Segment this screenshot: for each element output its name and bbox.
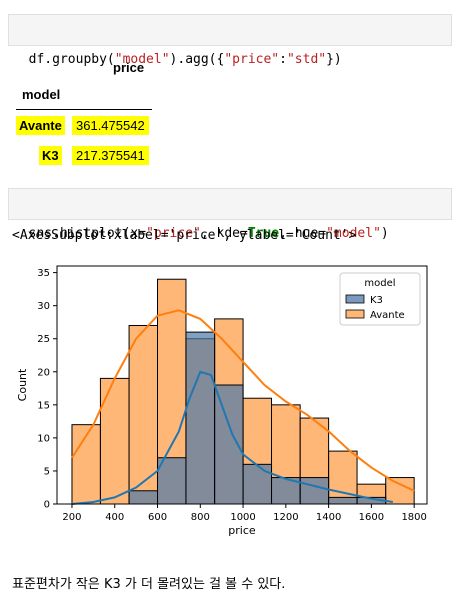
bar-k3 [128,490,159,505]
x-tick-label: 200 [62,512,81,523]
code-token: : [279,52,287,67]
code-line: df.groupby("model").agg({"price":"std"}) [29,52,342,67]
bar-avante [328,450,358,505]
code-token: "std" [286,52,327,67]
y-axis-label: Count [16,368,29,401]
y-tick-label: 5 [44,466,50,477]
x-tick-label: 1600 [359,512,384,523]
code-token: sns.histplot(x= [28,226,147,241]
column-header-price: price [113,60,145,75]
histogram-chart: 200 400 600 800 1000 1200 1400 1600 1800 0 5 10 15 20… [16,265,428,537]
row-value-k3: 217.375541 [72,146,149,165]
x-tick-label: 400 [105,512,124,523]
x-tick-label: 1000 [230,512,255,523]
y-tick-label: 20 [37,367,50,378]
row-label-k3: K3 [39,146,62,165]
code-token: }) [326,52,342,67]
axes-frame [56,265,428,505]
x-tick-label: 1800 [401,512,426,523]
kde-line-avante [71,309,415,492]
y-tick-label: 30 [37,301,50,312]
legend-swatch-k3 [345,294,365,304]
row-label-avante: Avante [16,116,65,135]
code-token: "model" [114,52,170,67]
y-tick-label: 25 [37,334,50,345]
bar-k3 [328,496,358,505]
bar-avante [71,424,101,505]
code-token: ).agg({ [169,52,225,67]
code-token: True [247,226,280,241]
x-tick-label: 1200 [273,512,298,523]
code-line: sns.histplot(x="price", kde=True, hue="m… [29,226,389,241]
legend-swatch-avante [345,309,365,319]
kde-line-k3 [71,370,393,505]
header-divider [16,109,152,110]
legend-label-avante: Avante [370,310,405,321]
code-token: "price" [224,52,280,67]
legend-title: model [364,278,395,289]
code-token: , kde= [200,226,248,241]
y-tick-label: 35 [37,268,50,279]
y-tick-label: 15 [37,400,50,411]
y-tick-label: 10 [37,433,50,444]
x-axis-label: price [228,524,256,537]
y-tick-label: 0 [44,500,50,511]
row-value-avante: 361.475542 [72,116,149,135]
bar-k3 [299,477,330,505]
code-cell-groupby[interactable]: df.groupby("model").agg({"price":"std"}) [8,14,452,67]
bar-avante [385,477,415,505]
bar-avante [99,377,130,505]
code-token: , hue= [279,226,327,241]
index-header-model: model [22,87,61,102]
x-tick-label: 1400 [316,512,341,523]
x-tick-label: 800 [191,512,210,523]
note-text: 표준편차가 작은 K3 가 더 몰려있는 걸 볼 수 있다. [12,577,286,592]
code-token: "price" [146,226,201,241]
bar-k3 [185,331,216,505]
bar-avante [128,325,159,505]
code-token: df.groupby( [28,52,115,67]
bar-k3 [242,463,273,505]
axes-repr-output: <AxesSubplot:xlabel='price', ylabel='Cou… [12,228,357,243]
code-token: "model" [326,226,381,241]
legend-label-k3: K3 [370,295,383,306]
code-cell-histplot[interactable]: sns.histplot(x="price", kde=True, hue="m… [8,188,452,241]
code-token: ) [380,226,389,241]
x-tick-label: 600 [148,512,167,523]
